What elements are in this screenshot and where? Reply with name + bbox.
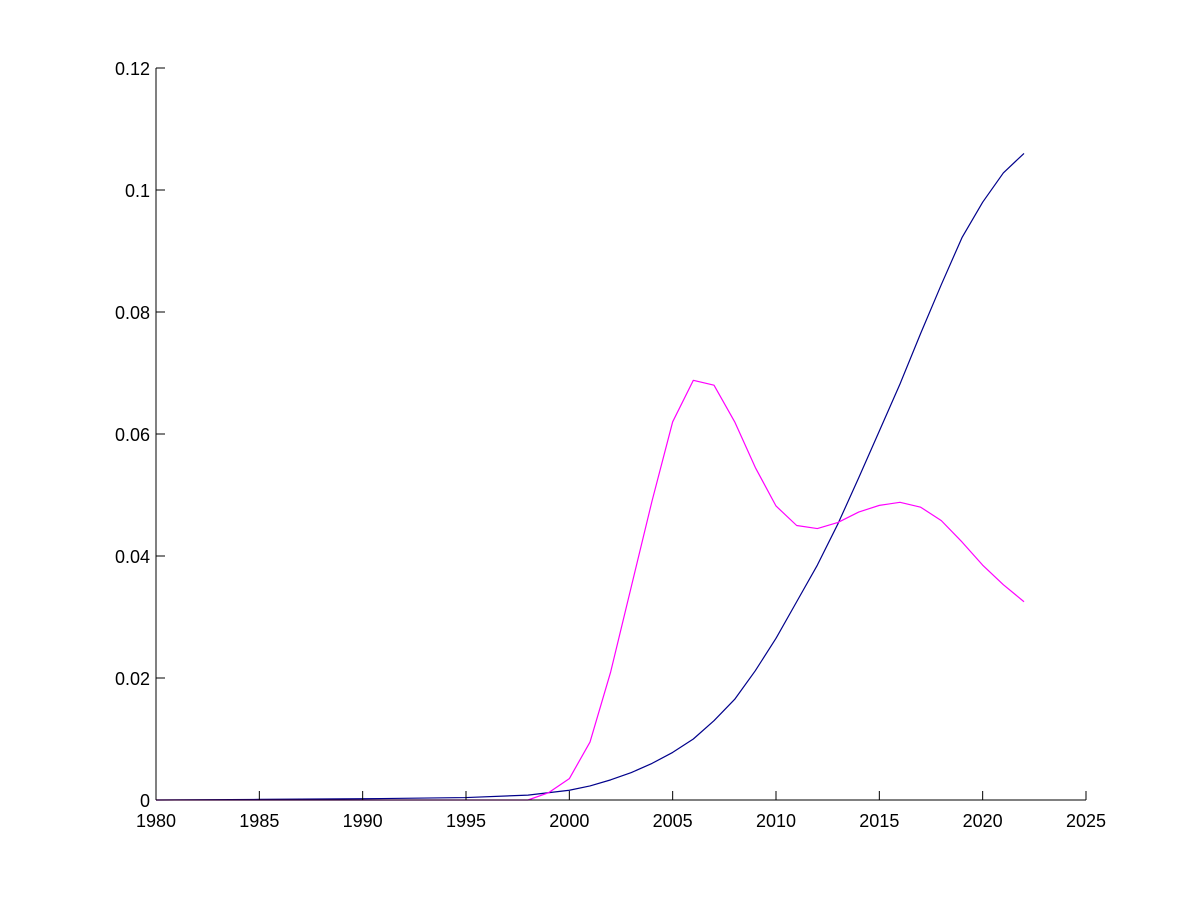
y-tick-label: 0.08	[115, 303, 150, 323]
x-tick-label: 2010	[756, 811, 796, 831]
x-tick-label: 2005	[653, 811, 693, 831]
x-tick-label: 1980	[136, 811, 176, 831]
series-line-2	[156, 379, 1025, 801]
y-tick-label: 0	[140, 791, 150, 811]
x-tick-label: 1995	[446, 811, 486, 831]
x-tick-label: 2025	[1066, 811, 1106, 831]
x-tick-label: 1985	[239, 811, 279, 831]
x-tick-label: 2000	[549, 811, 589, 831]
x-tick-label: 2020	[963, 811, 1003, 831]
y-tick-label: 0.04	[115, 547, 150, 567]
series-layer	[155, 152, 1025, 801]
x-tick-label: 1990	[343, 811, 383, 831]
y-tick-label: 0.02	[115, 669, 150, 689]
y-tick-label: 0.12	[115, 59, 150, 79]
axes-layer: 1980 1985 1990 1995 2000 2005 2010 2015 2020 2025…	[115, 59, 1106, 831]
x-tick-label: 2015	[859, 811, 899, 831]
series-line-1	[155, 152, 1025, 801]
y-tick-label: 0.06	[115, 425, 150, 445]
y-tick-label: 0.1	[125, 181, 150, 201]
